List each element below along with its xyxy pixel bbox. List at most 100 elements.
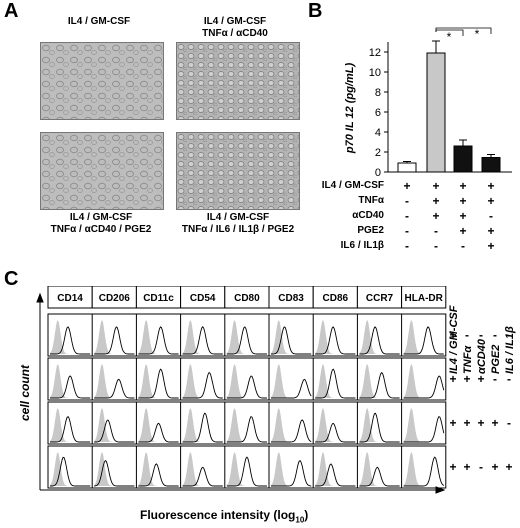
y-tick-label: 0 bbox=[375, 167, 381, 179]
stained-histogram bbox=[94, 326, 135, 355]
marker-header-box bbox=[401, 286, 447, 309]
isotype-control-histogram bbox=[182, 364, 203, 398]
bar bbox=[453, 145, 473, 173]
stained-histogram bbox=[50, 375, 91, 399]
condition-sign: + bbox=[477, 372, 485, 386]
isotype-control-histogram bbox=[403, 320, 424, 354]
isotype-control-histogram bbox=[182, 452, 203, 486]
isotype-control-histogram bbox=[94, 452, 115, 486]
star-1: * bbox=[447, 30, 452, 44]
condition-row-label: IL4 / GM-CSF bbox=[321, 180, 384, 191]
stained-histogram bbox=[315, 326, 356, 355]
isotype-control-histogram bbox=[50, 364, 70, 398]
isotype-control-histogram bbox=[182, 320, 203, 354]
stained-histogram bbox=[50, 326, 91, 355]
stained-histogram bbox=[182, 466, 223, 487]
isotype-control-histogram bbox=[271, 364, 291, 398]
condition-sign: - bbox=[507, 328, 511, 342]
isotype-control-histogram bbox=[359, 408, 380, 442]
isotype-control-histogram bbox=[182, 408, 203, 442]
stained-histogram bbox=[182, 372, 223, 399]
isotype-control-histogram bbox=[315, 364, 336, 398]
stained-histogram bbox=[138, 422, 179, 443]
condition-sign: + bbox=[459, 209, 467, 223]
isotype-control-histogram bbox=[271, 320, 291, 354]
isotype-control-histogram bbox=[94, 320, 115, 354]
stained-histogram bbox=[94, 419, 135, 443]
y-tick-label: 12 bbox=[369, 47, 381, 59]
isotype-control-histogram bbox=[403, 452, 424, 486]
condition-signs: + - - - - + + + - - + + + + - + + - + + bbox=[444, 286, 520, 502]
isotype-control-histogram bbox=[138, 364, 159, 398]
stained-histogram bbox=[403, 326, 444, 355]
condition-row-label: PGE2 bbox=[357, 225, 384, 236]
condition-sign: - bbox=[434, 224, 438, 238]
condition-sign: - bbox=[479, 328, 483, 342]
stained-histogram bbox=[271, 378, 312, 399]
isotype-control-histogram bbox=[315, 452, 336, 486]
cell-count-label: cell count bbox=[18, 365, 32, 422]
condition-sign: + bbox=[432, 179, 440, 193]
marker-label: CD54 bbox=[190, 293, 216, 304]
isotype-control-histogram bbox=[50, 408, 70, 442]
isotype-control-histogram bbox=[138, 452, 159, 486]
y-tick-label: 10 bbox=[369, 67, 381, 79]
isotype-control-histogram bbox=[94, 364, 115, 398]
micrograph-1-texture bbox=[41, 43, 163, 119]
stained-histogram bbox=[94, 378, 135, 399]
condition-sign: + bbox=[449, 460, 457, 474]
condition-table: IL4 / GM-CSF + + + + TNFα - + + + αCD40- + + - PGE2- - +… bbox=[300, 179, 520, 270]
isotype-control-histogram bbox=[315, 320, 336, 354]
stained-histogram bbox=[138, 326, 179, 355]
y-tick-label: 6 bbox=[375, 107, 381, 119]
histogram-row bbox=[47, 445, 447, 489]
stained-histogram bbox=[138, 368, 179, 399]
stained-histogram bbox=[138, 463, 179, 487]
condition-sign: + bbox=[463, 416, 471, 430]
condition-sign: + bbox=[403, 179, 411, 193]
stained-histogram bbox=[359, 412, 400, 443]
condition-sign: - bbox=[493, 328, 497, 342]
panel-a-letter: A bbox=[4, 0, 19, 22]
condition-sign: - bbox=[461, 239, 465, 253]
condition-sign: + bbox=[432, 209, 440, 223]
condition-sign: - bbox=[465, 328, 469, 342]
condition-sign: + bbox=[487, 239, 495, 253]
isotype-control-histogram bbox=[359, 320, 380, 354]
micrograph-1 bbox=[40, 42, 164, 120]
stained-histogram bbox=[359, 466, 400, 487]
stained-histogram bbox=[359, 371, 400, 399]
stained-histogram bbox=[226, 375, 267, 399]
condition-sign: + bbox=[459, 194, 467, 208]
stained-histogram bbox=[359, 326, 400, 355]
marker-label: CD80 bbox=[234, 293, 260, 304]
stained-histogram bbox=[315, 422, 356, 443]
stained-histogram bbox=[94, 459, 135, 487]
panel-b-letter: B bbox=[308, 0, 323, 22]
stained-histogram bbox=[226, 456, 267, 487]
marker-label: CD83 bbox=[278, 293, 304, 304]
significance-brackets bbox=[435, 27, 492, 36]
histogram-row bbox=[47, 313, 447, 357]
condition-sign: + bbox=[449, 328, 457, 342]
micrograph-4 bbox=[176, 132, 300, 210]
stained-histogram bbox=[271, 459, 312, 487]
stained-histogram bbox=[403, 456, 445, 487]
condition-row-label: TNFα bbox=[358, 195, 384, 206]
isotype-control-histogram bbox=[226, 452, 247, 486]
condition-sign: + bbox=[491, 416, 499, 430]
isotype-control-histogram bbox=[138, 320, 159, 354]
isotype-control-histogram bbox=[403, 364, 424, 398]
chart-ylabel: p70 IL 12 (pg/mL) bbox=[344, 63, 356, 155]
condition-sign: + bbox=[459, 224, 467, 238]
star-2: * bbox=[475, 27, 480, 41]
bar bbox=[397, 162, 417, 173]
image-4-caption: IL4 / GM-CSF TNFα / IL6 / IL1β / PGE2 bbox=[181, 212, 295, 235]
isotype-control-histogram bbox=[50, 320, 70, 354]
stained-histogram bbox=[226, 326, 267, 355]
condition-sign: + bbox=[432, 194, 440, 208]
condition-sign: - bbox=[489, 209, 493, 223]
marker-label: CCR7 bbox=[366, 293, 394, 304]
isotype-control-histogram bbox=[226, 320, 247, 354]
histogram-row bbox=[47, 357, 447, 401]
